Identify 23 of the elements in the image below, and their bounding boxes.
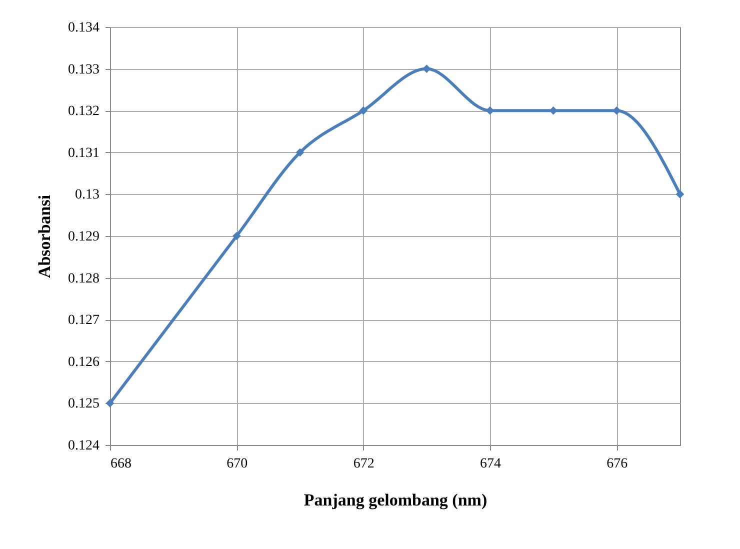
y-tick-label: 0.127 (68, 313, 100, 328)
x-tick-label: 674 (480, 456, 501, 472)
point (106, 399, 114, 408)
point (232, 232, 241, 240)
y-tick-label: 0.132 (68, 104, 100, 120)
y-tick-label: 0.129 (68, 230, 100, 244)
y-tick-label: 0.126 (68, 354, 100, 370)
y-tick-label: 0.124 (68, 438, 100, 454)
x-tick-label: 668 (110, 456, 132, 472)
point (296, 148, 304, 157)
y-tick-label: 0.128 (68, 271, 100, 286)
x-tick-label: 672 (353, 456, 374, 472)
x-tick-label: 670 (226, 456, 248, 472)
point (359, 106, 368, 115)
x-axis-title: Panjang gelombang (nm) (304, 490, 488, 510)
y-tick-label: 0.125 (68, 396, 100, 412)
y-tick-label: 0.131 (68, 146, 100, 161)
y-tick-label: 0.13 (75, 188, 100, 203)
x-tick-label: 676 (606, 456, 628, 472)
point (676, 190, 684, 198)
y-tick-label: 0.133 (68, 62, 100, 78)
y-tick-label: 0.134 (68, 20, 100, 36)
y-axis-title: Absorbansi (35, 194, 54, 278)
